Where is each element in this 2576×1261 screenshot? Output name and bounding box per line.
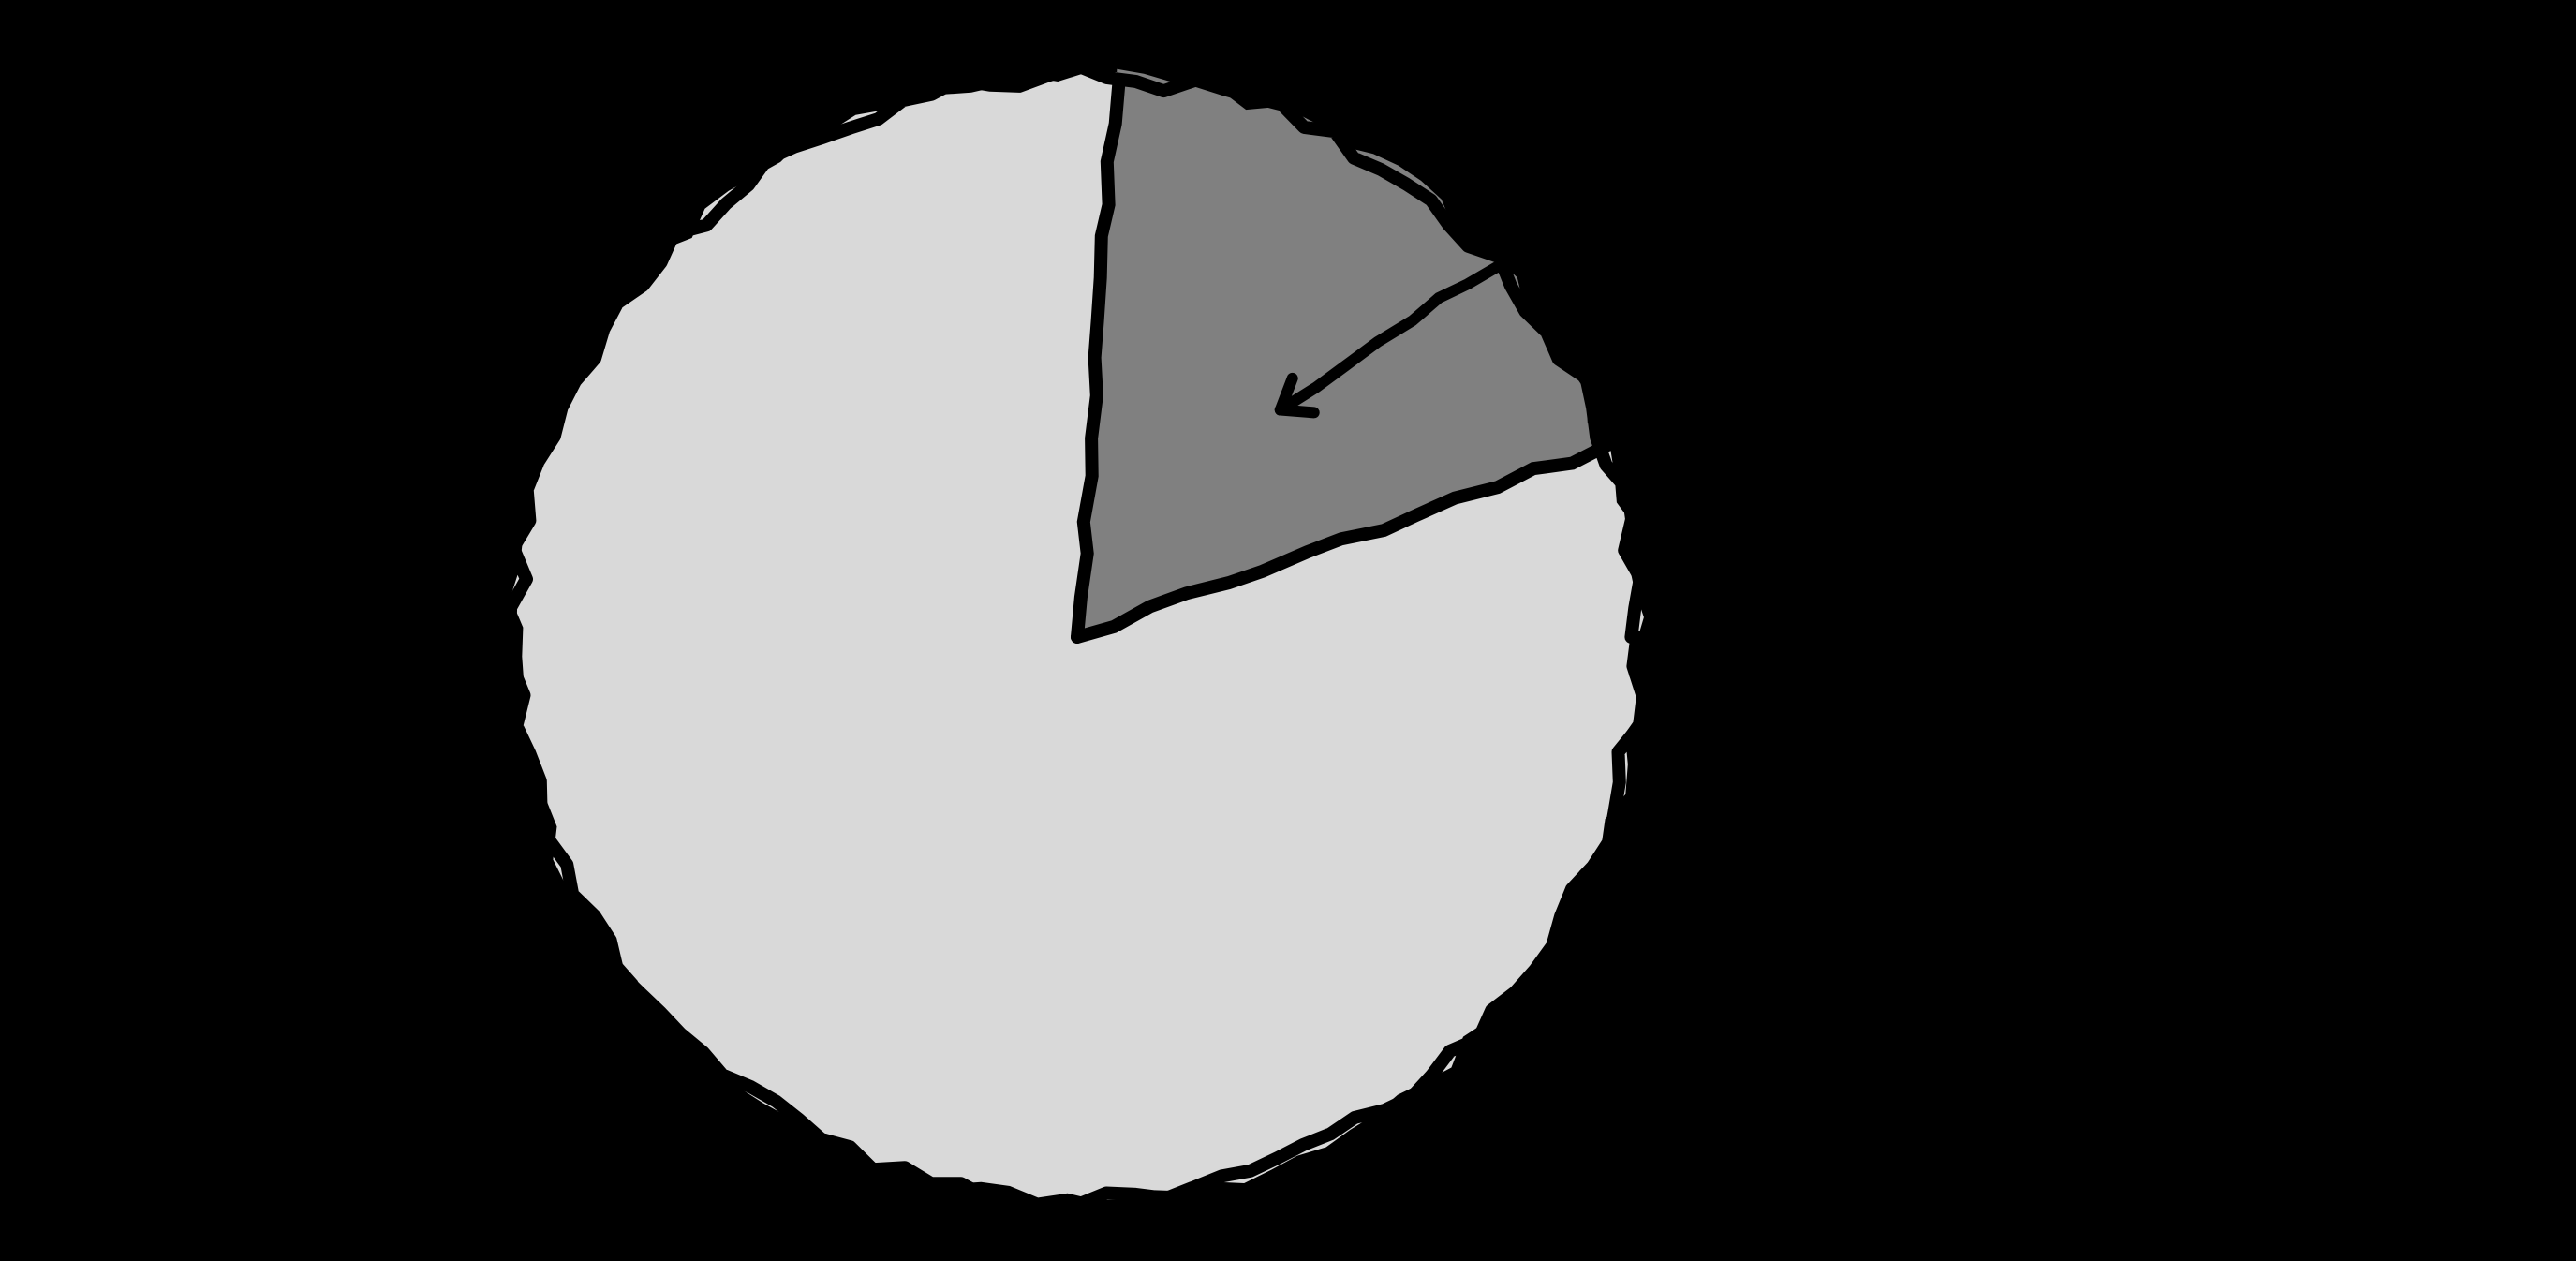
pie-chart xyxy=(0,0,2576,1261)
chart-container xyxy=(0,0,2576,1261)
callout-arrow-head xyxy=(1281,410,1314,413)
